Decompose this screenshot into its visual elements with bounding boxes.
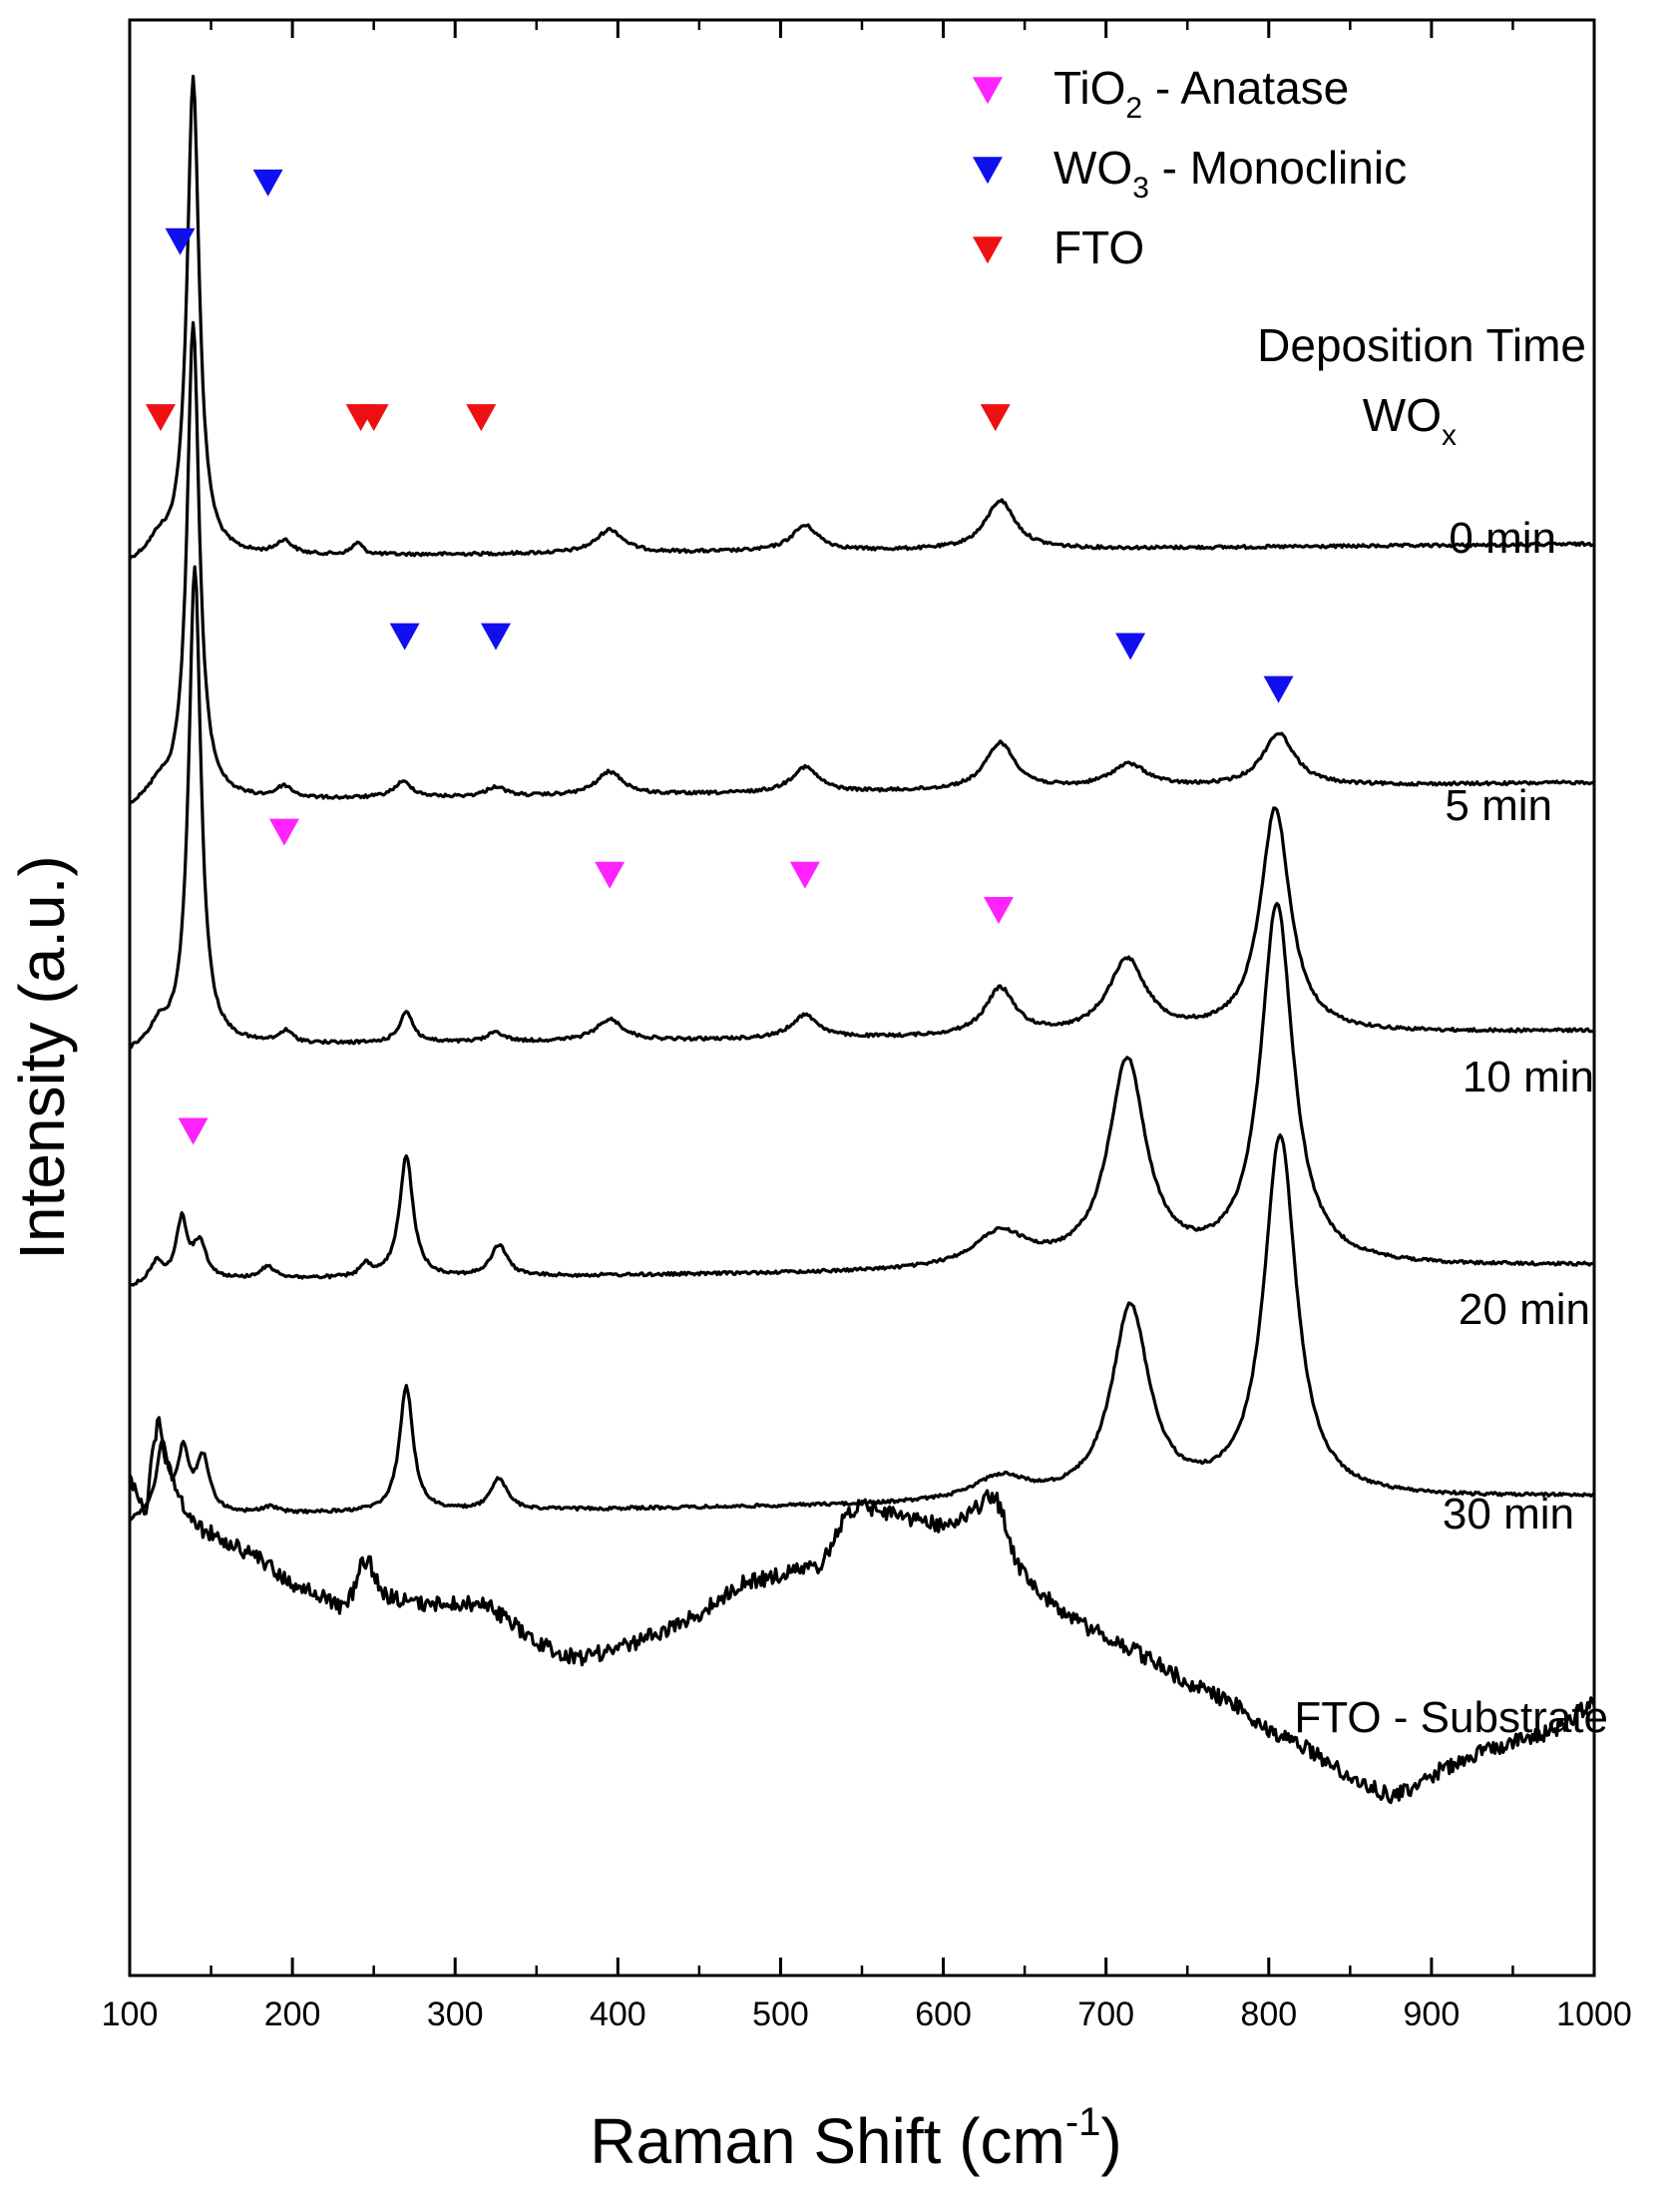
series-line-5 (128, 1416, 1596, 1805)
legend-label-1: WO3 - Monoclinic (1053, 142, 1407, 205)
x-tick-label: 800 (1240, 1995, 1297, 2033)
x-tick-label: 400 (590, 1995, 646, 2033)
x-tick-label: 200 (264, 1995, 321, 2033)
x-axis-title: Raman Shift (cm-1) (590, 2100, 1121, 2177)
plot-frame (128, 18, 1596, 1978)
peak-marker-tio2 (595, 861, 626, 889)
deposition-time-title: Deposition Time (1257, 319, 1586, 371)
marker-layer (145, 169, 1294, 1145)
x-tick-label: 700 (1077, 1995, 1134, 2033)
x-tick-label: 100 (102, 1995, 159, 2033)
series-label-2: 10 min (1463, 1053, 1594, 1101)
series-line-4 (128, 1133, 1596, 1523)
peak-marker-fto (358, 404, 389, 432)
peak-marker-wo3 (481, 623, 511, 651)
peak-marker-wo3 (252, 169, 283, 197)
peak-marker-wo3 (165, 227, 196, 255)
x-axis: 100 200 300 400 500 600 700 800 900 1000 (102, 20, 1632, 2033)
x-tick-label: 900 (1404, 1995, 1461, 2033)
series-line-0 (128, 74, 1595, 560)
series-labels: 0 min 5 min 10 min 20 min 30 min FTO - Substr… (1294, 514, 1608, 1742)
series-label-5: FTO - Substrate (1294, 1693, 1608, 1742)
peak-marker-wo3 (1115, 633, 1146, 660)
series-line-3 (129, 901, 1595, 1287)
peak-marker-wo3 (1263, 675, 1294, 703)
peak-marker-tio2 (268, 818, 299, 846)
series-line-2 (128, 565, 1595, 1051)
series-layer (128, 74, 1596, 1805)
peak-marker-fto (145, 404, 176, 432)
peak-marker-tio2 (984, 897, 1015, 925)
peak-marker-tio2 (178, 1117, 209, 1145)
legend-label-0: TiO2 - Anatase (1053, 62, 1349, 125)
legend-marker-2 (973, 236, 1003, 264)
legend-marker-0 (973, 77, 1003, 105)
plot-frame-rect (128, 18, 1596, 1978)
series-label-0: 0 min (1449, 514, 1556, 563)
series-line-1 (128, 320, 1595, 805)
peak-marker-tio2 (789, 861, 820, 889)
x-tick-label: 1000 (1556, 1995, 1632, 2033)
series-label-4: 30 min (1443, 1490, 1574, 1539)
series-label-3: 20 min (1459, 1285, 1590, 1334)
legend: TiO2 - Anatase WO3 - Monoclinic FTO (973, 62, 1407, 273)
x-tick-label: 500 (752, 1995, 809, 2033)
y-axis-title: Intensity (a.u.) (6, 855, 78, 1260)
wox-title: WOx (1363, 389, 1457, 452)
peak-marker-wo3 (389, 623, 420, 651)
peak-marker-fto (466, 404, 497, 432)
legend-label-2: FTO (1053, 221, 1144, 273)
peak-marker-fto (980, 404, 1011, 432)
legend-marker-1 (973, 157, 1003, 185)
x-tick-label: 600 (915, 1995, 972, 2033)
x-tick-label: 300 (427, 1995, 484, 2033)
series-label-1: 5 min (1445, 781, 1552, 830)
